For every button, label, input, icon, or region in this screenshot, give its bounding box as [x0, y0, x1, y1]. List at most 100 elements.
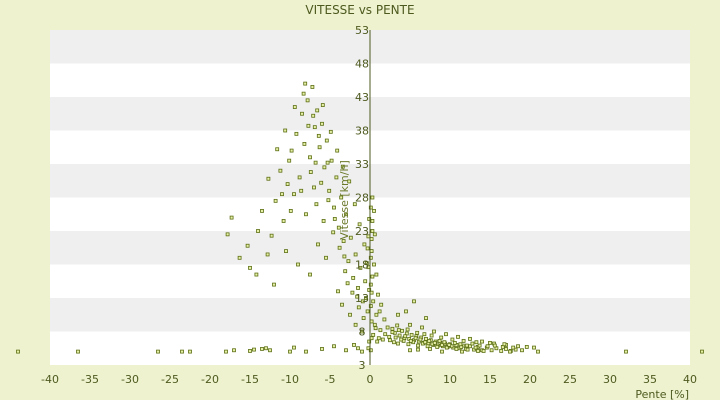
scatter-point [256, 229, 260, 233]
scatter-point [316, 242, 320, 247]
scatter-point [360, 349, 364, 354]
scatter-point [362, 242, 367, 247]
scatter-point [321, 219, 326, 223]
scatter-point [328, 129, 333, 134]
scatter-point [356, 286, 360, 290]
scatter-point [423, 340, 428, 345]
scatter-point [353, 322, 358, 327]
scatter-point [516, 344, 520, 349]
scatter-point [408, 348, 412, 353]
scatter-point [513, 347, 518, 352]
scatter-point [474, 340, 479, 345]
scatter-point [352, 342, 356, 347]
scatter-point [316, 133, 321, 138]
scatter-point [465, 347, 470, 352]
scatter-point [342, 254, 347, 259]
scatter-point [363, 279, 368, 284]
scatter-point [499, 349, 504, 353]
scatter-point [372, 232, 377, 237]
x-tick-label: 15 [483, 373, 497, 386]
scatter-point [287, 158, 292, 163]
y-tick-label: 53 [355, 24, 369, 37]
x-tick-label: 25 [563, 373, 577, 386]
x-tick-label: -30 [121, 373, 139, 386]
scatter-point [476, 349, 480, 353]
scatter-point [480, 339, 484, 344]
scatter-point [385, 325, 390, 330]
scatter-point [315, 108, 320, 113]
scatter-point [352, 202, 357, 207]
scatter-point [292, 192, 296, 197]
scatter-point [435, 345, 440, 349]
scatter-point [444, 345, 449, 350]
scatter-point [299, 188, 304, 193]
scatter-point [248, 349, 252, 353]
scatter-point [343, 269, 348, 274]
scatter-point [312, 185, 316, 190]
y-tick-label: 23 [355, 225, 369, 238]
x-tick-label: -10 [281, 373, 299, 386]
x-tick-label: 5 [407, 373, 414, 386]
scatter-point [312, 125, 317, 130]
scatter-point [416, 347, 420, 352]
scatter-point [370, 195, 375, 200]
scatter-point [329, 158, 334, 163]
scatter-point [336, 289, 340, 294]
scatter-point [536, 349, 540, 354]
scatter-point [370, 274, 375, 279]
scatter-point [284, 249, 288, 254]
scatter-point [432, 340, 437, 345]
scatter-point [532, 345, 536, 350]
scatter-point [378, 328, 383, 333]
scatter-point [225, 232, 230, 237]
scatter-point [314, 202, 319, 207]
x-axis-label: Pente [%] [635, 388, 689, 400]
y-tick-label: 43 [355, 91, 369, 104]
scatter-point [489, 348, 494, 353]
x-tick-label: 40 [683, 373, 697, 386]
scatter-point [700, 349, 704, 354]
scatter-point [405, 327, 410, 332]
scatter-point [439, 335, 444, 340]
scatter-point [456, 334, 460, 339]
scatter-point [382, 317, 387, 322]
scatter-point [180, 349, 184, 354]
x-tick-label: 30 [603, 373, 617, 386]
scatter-point [371, 299, 376, 304]
x-tick-label: -25 [161, 373, 179, 386]
scatter-point [341, 239, 346, 243]
scatter-point [432, 329, 436, 334]
x-tick-label: 10 [443, 373, 457, 386]
scatter-point [332, 205, 336, 210]
scatter-point [408, 322, 412, 327]
scatter-point [320, 347, 324, 351]
scatter-point [156, 349, 160, 354]
scatter-point [508, 349, 512, 354]
scatter-point [473, 345, 478, 350]
scatter-point [311, 113, 316, 118]
scatter-point [335, 148, 340, 153]
scatter-point [403, 334, 408, 339]
x-tick-labels: -40 -35 -30 -25 -20 -15 -10 -5 0 5 10 15 20 25 30 35 40 [41, 373, 697, 386]
scatter-point [395, 323, 400, 328]
scatter-point [364, 296, 368, 300]
x-tick-label: 20 [523, 373, 537, 386]
scatter-point [406, 342, 411, 347]
scatter-point [511, 345, 516, 350]
scatter-point [390, 330, 395, 335]
scatter-point [460, 349, 464, 354]
scatter-point [265, 252, 270, 257]
scatter-point [376, 292, 380, 297]
scatter-point [301, 91, 306, 96]
scatter-point [372, 262, 376, 267]
scatter-point [370, 229, 375, 233]
scatter-point [370, 219, 375, 223]
scatter-point [260, 208, 264, 213]
data-points [16, 81, 704, 354]
scatter-point [387, 334, 392, 339]
scatter-point [324, 138, 329, 143]
scatter-point [308, 155, 312, 160]
y-tick-label: 48 [355, 58, 369, 71]
scatter-point [336, 225, 341, 230]
